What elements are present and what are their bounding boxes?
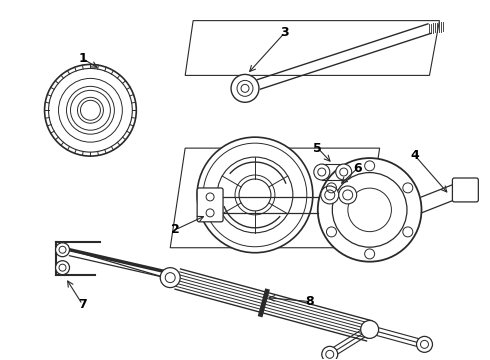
Circle shape xyxy=(318,158,421,262)
Circle shape xyxy=(314,164,330,180)
Circle shape xyxy=(197,137,313,253)
Text: 6: 6 xyxy=(353,162,362,175)
Circle shape xyxy=(321,186,339,204)
Text: 7: 7 xyxy=(78,298,87,311)
Text: 1: 1 xyxy=(78,52,87,65)
Text: 8: 8 xyxy=(305,295,314,308)
Text: 2: 2 xyxy=(171,223,179,236)
Circle shape xyxy=(416,336,433,352)
Circle shape xyxy=(339,186,357,204)
Circle shape xyxy=(160,268,180,288)
Text: 4: 4 xyxy=(410,149,419,162)
Circle shape xyxy=(55,243,70,257)
FancyBboxPatch shape xyxy=(197,188,223,222)
Circle shape xyxy=(55,261,70,275)
Circle shape xyxy=(361,320,379,338)
Circle shape xyxy=(45,64,136,156)
Circle shape xyxy=(231,75,259,102)
Circle shape xyxy=(322,346,338,360)
Text: 3: 3 xyxy=(281,26,289,39)
FancyBboxPatch shape xyxy=(452,178,478,202)
Circle shape xyxy=(336,164,352,180)
Text: 5: 5 xyxy=(314,141,322,155)
